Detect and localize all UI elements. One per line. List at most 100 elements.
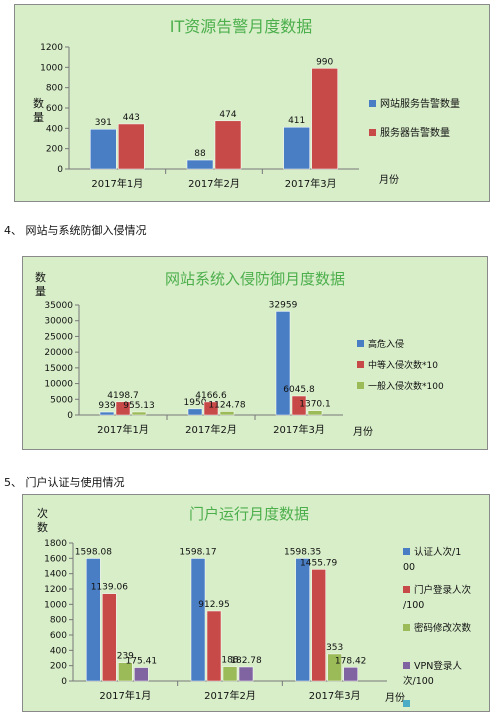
chart-title: IT资源告警月度数据	[170, 17, 313, 36]
data-label: 990	[316, 57, 333, 67]
data-label: 88	[194, 149, 206, 159]
legend-swatch	[403, 700, 410, 707]
data-label: 939	[98, 401, 115, 411]
legend-label: 门户登录人次/100	[403, 584, 472, 611]
y-tick-label: 200	[46, 145, 63, 155]
data-label: 188	[221, 656, 238, 666]
y-tick-label: 1200	[40, 43, 63, 53]
legend-label: 高危入侵	[368, 338, 404, 350]
y-tick-label: 200	[50, 662, 67, 672]
data-label: 391	[95, 118, 112, 128]
y-tick-label: 400	[50, 646, 67, 656]
y-tick-label: 1400	[44, 570, 67, 580]
legend-swatch	[357, 340, 364, 347]
data-label: 1370.1	[299, 400, 331, 410]
x-tick-label: 2017年3月	[285, 177, 337, 190]
legend-label: 一般入侵次数*100	[368, 380, 444, 392]
bar	[311, 68, 338, 170]
bar	[134, 667, 149, 682]
legend-swatch	[357, 361, 364, 368]
y-tick-label: 1000	[40, 63, 63, 73]
x-tick-label: 2017年3月	[273, 423, 325, 436]
x-tick-label: 2017年2月	[185, 423, 237, 436]
bar	[311, 569, 326, 682]
bar	[186, 159, 214, 170]
y-tick-label: 600	[50, 631, 67, 641]
chart-panel-it-alerts: IT资源告警月度数据数量 0 200 400 600 800 1000 1200 2017年1月…	[14, 4, 490, 202]
bar	[327, 653, 342, 682]
y-axis-label: 数量	[35, 271, 46, 298]
chart-panel-intrusion: 网站系统入侵防御月度数据 数量 0 5000 10000 15000 20000 25000 3…	[22, 256, 488, 450]
bar	[238, 666, 254, 682]
chart-title: 门户运行月度数据	[189, 505, 309, 523]
y-tick-label: 10000	[44, 380, 73, 390]
legend-swatch	[403, 662, 410, 669]
data-label: 912.95	[198, 600, 230, 610]
y-tick-label: 0	[57, 165, 63, 175]
x-axis-label: 月份	[379, 174, 399, 186]
data-label: 1455.79	[300, 558, 337, 568]
bar	[90, 128, 117, 170]
bar	[222, 666, 238, 682]
section-heading-portal: 5、 门户认证与使用情况	[4, 476, 125, 489]
legend-label: 认证人次/1 00	[403, 546, 461, 573]
bar	[118, 123, 145, 170]
y-tick-label: 800	[50, 616, 67, 626]
data-label: 32959	[269, 300, 298, 310]
x-tick-label: 2017年1月	[91, 177, 143, 190]
data-label: 178.42	[335, 656, 367, 666]
legend-label: 网站服务告警数量	[380, 97, 460, 110]
data-label: 411	[288, 116, 305, 126]
y-tick-label: 30000	[44, 317, 73, 327]
bar	[214, 120, 242, 170]
data-label: 6045.8	[283, 385, 315, 395]
data-label: 182.78	[230, 656, 262, 666]
y-tick-label: 15000	[44, 364, 73, 374]
y-tick-label: 600	[46, 104, 63, 114]
bar	[206, 610, 222, 682]
x-axis-label: 月份	[385, 692, 405, 704]
bar	[131, 411, 147, 416]
y-tick-label: 35000	[44, 301, 73, 311]
x-tick-label: 2017年2月	[204, 689, 256, 702]
y-tick-label: 0	[67, 411, 73, 421]
bar	[343, 667, 358, 682]
legend-label: 密码修改次数	[414, 622, 472, 634]
bar	[203, 401, 219, 416]
y-tick-label: 1000	[44, 600, 67, 610]
y-tick-label: 5000	[50, 395, 73, 405]
y-axis-label: 次数	[37, 506, 48, 534]
y-tick-label: 1200	[44, 585, 67, 595]
y-tick-label: 800	[46, 84, 63, 94]
legend-swatch	[357, 382, 364, 389]
data-label: 175.41	[126, 657, 158, 667]
y-tick-label: 25000	[44, 332, 73, 342]
x-tick-label: 2017年1月	[97, 423, 149, 436]
bar	[102, 593, 117, 682]
legend-swatch	[403, 586, 410, 593]
data-label: 443	[123, 113, 140, 123]
legend-label: 中等入侵次数*10	[368, 359, 438, 371]
data-label: 353	[326, 643, 343, 653]
data-label: 1124.78	[208, 400, 245, 410]
y-tick-label: 400	[46, 124, 63, 134]
data-label: 239	[117, 652, 134, 662]
bar	[283, 126, 310, 170]
bar	[115, 401, 131, 416]
section-heading-intrusion: 4、 网站与系统防御入侵情况	[4, 224, 147, 237]
y-tick-label: 1800	[44, 539, 67, 549]
legend-swatch	[403, 548, 410, 555]
data-label: 4198.7	[107, 391, 139, 401]
bar	[190, 558, 206, 682]
x-tick-label: 2017年3月	[309, 689, 361, 702]
data-label: 1139.06	[91, 583, 128, 593]
legend-label: VPN登录人次/100	[403, 661, 462, 687]
chart-portal-usage: 门户运行月度数据 次数 0 200 400 600 800 1000 1200 1400 1600 1…	[37, 505, 472, 707]
bar	[275, 311, 291, 416]
y-axis-label: 数量	[33, 97, 44, 124]
y-tick-label: 20000	[44, 348, 73, 358]
data-label: 4166.6	[195, 391, 227, 401]
bar	[187, 408, 203, 416]
bar	[291, 395, 307, 416]
